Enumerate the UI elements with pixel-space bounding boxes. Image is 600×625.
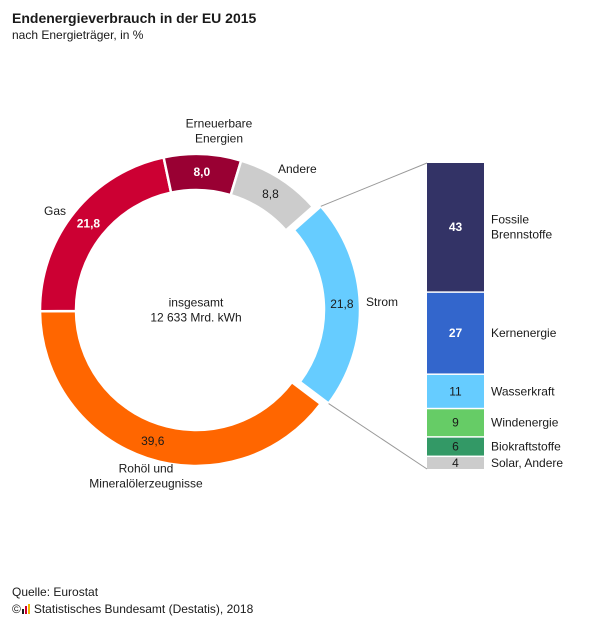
donut-category-label: Rohöl und Mineralölerzeugnisse: [89, 462, 203, 491]
donut-value-label: 8,0: [193, 165, 210, 179]
donut-center-label: insgesamt 12 633 Mrd. kWh: [150, 296, 241, 325]
bar-category-label: Biokraftstoffe: [491, 440, 561, 454]
bar-category-label: Solar, Andere: [491, 456, 563, 470]
connector-line: [320, 162, 428, 207]
donut-value-label: 21,8: [330, 297, 354, 311]
donut-value-label: 39,6: [141, 434, 165, 448]
bar-category-label: Fossile Brennstoffe: [491, 213, 552, 242]
chart-title: Endenergieverbrauch in der EU 2015: [12, 10, 257, 26]
bar-value-label: 11: [449, 384, 462, 398]
bar-value-label: 4: [452, 456, 459, 470]
donut-slice-gas: [38, 155, 173, 313]
chart-canvas: 21,8 Strom 39,6 Rohöl und Mineralölerzeugnis…: [38, 117, 563, 491]
bar-segment: [427, 457, 484, 469]
bar-segment: [427, 292, 484, 374]
bar-segment: [427, 374, 484, 408]
bar-segment: [427, 437, 484, 456]
bar-value-label: 6: [452, 440, 459, 454]
bar-category-label: Wasserkraft: [491, 384, 555, 398]
bar-category-label: Kernenergie: [491, 326, 557, 340]
publisher-name: Statistisches Bundesamt (Destatis), 2018: [33, 602, 254, 616]
bar-category-label: Windenergie: [491, 416, 559, 430]
bar-segment: [427, 409, 484, 437]
bar-value-label: 43: [449, 220, 463, 234]
chart-subtitle: nach Energieträger, in %: [12, 28, 144, 42]
donut-category-label: Andere: [278, 162, 317, 176]
donut-slice-andere: [229, 159, 315, 233]
bar-value-label: 27: [449, 326, 463, 340]
donut-slice-roh-l-und-mineral-lerzeugnisse: [38, 309, 323, 468]
donut-category-label: Strom: [366, 295, 398, 309]
donut-value-label: 8,8: [262, 187, 279, 201]
connector-line: [328, 403, 428, 470]
donut-category-label: Gas: [44, 204, 66, 218]
destatis-logo-icon: [21, 604, 31, 614]
copyright-symbol: ©: [12, 602, 21, 616]
donut-category-label: Erneuerbare Energien: [186, 117, 253, 146]
source-note: Quelle: Eurostat: [12, 585, 99, 599]
copyright-note: © Statistisches Bundesamt (Destatis), 20…: [12, 602, 253, 616]
bar-value-label: 9: [452, 416, 459, 430]
bar-segment: [427, 163, 484, 292]
donut-value-label: 21,8: [77, 217, 101, 231]
